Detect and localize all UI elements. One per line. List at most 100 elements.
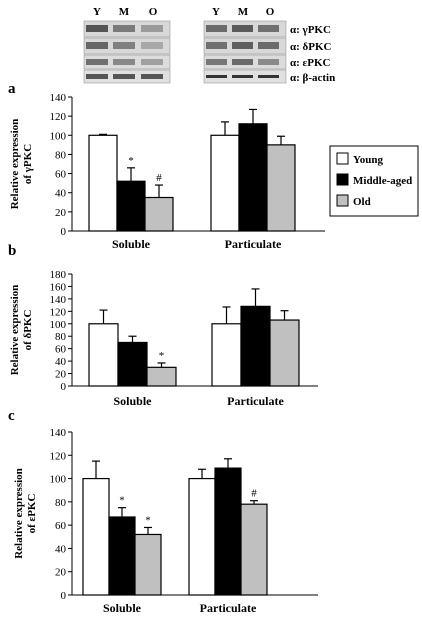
blot-lane-label-m2: M: [238, 6, 249, 18]
chart-panel-c: 0 20 40 60 80 100 120 140 Relative expression of …: [13, 427, 318, 615]
blot-band: [232, 59, 253, 65]
legend-label-old: Old: [353, 196, 371, 208]
blot-band: [113, 59, 135, 65]
y-axis-label: of δPKC: [22, 310, 34, 351]
blot-band: [113, 42, 135, 49]
y-tick-label: 0: [61, 590, 67, 602]
y-tick-label: 80: [55, 331, 67, 343]
blot-band: [86, 59, 108, 65]
blot-lane-label-m: M: [119, 6, 130, 18]
blot-lane-label-o: O: [149, 6, 158, 18]
y-tick-label: 140: [50, 294, 67, 306]
bar-middle-aged-particulate: [238, 123, 268, 232]
legend-label-young: Young: [353, 154, 383, 166]
category-label: Particulate: [200, 601, 257, 615]
blot-band: [86, 74, 108, 79]
bar-old-soluble: [134, 533, 162, 596]
blot-band: [258, 75, 279, 78]
y-tick-label: 60: [55, 169, 67, 181]
bar-young-soluble: [82, 477, 110, 596]
bar-old-particulate: [266, 144, 296, 232]
y-tick-label: 20: [55, 369, 67, 381]
significance-marker: #: [251, 488, 257, 500]
panel-letter-c: c: [8, 408, 15, 424]
blot-band: [113, 25, 135, 32]
blot-lane-label-y2: Y: [212, 6, 220, 18]
y-tick-label: 100: [50, 474, 67, 486]
y-tick-label: 120: [50, 450, 67, 462]
blot-band: [206, 42, 227, 49]
blot-band: [141, 59, 163, 65]
blot-row-label-epsilon: α: εPKC: [290, 57, 331, 69]
bar-middle-aged-soluble: [116, 180, 146, 232]
bar-old-soluble: [146, 366, 177, 387]
blot-band: [258, 42, 279, 49]
y-tick-label: 140: [50, 92, 67, 104]
y-tick-label: 40: [55, 356, 67, 368]
y-tick-label: 60: [55, 520, 67, 532]
significance-marker: *: [119, 495, 125, 507]
y-axis-label: Relative expression: [13, 468, 25, 559]
bar-young-particulate: [210, 134, 240, 232]
blot-lane-label-y: Y: [93, 6, 101, 18]
blot-row-label-gamma: α: γPKC: [290, 24, 331, 36]
bar-young-soluble: [88, 134, 118, 232]
y-tick-label: 20: [55, 567, 67, 579]
blot-row-label-delta: α: δPKC: [290, 41, 332, 53]
bar-young-soluble: [88, 323, 119, 387]
blot-band: [86, 25, 108, 32]
bar-middle-aged-particulate: [240, 305, 271, 387]
category-label: Particulate: [227, 394, 284, 408]
y-tick-label: 40: [55, 188, 67, 200]
y-axis-label: Relative expression: [9, 285, 21, 376]
legend-swatch-young: [336, 152, 349, 165]
y-tick-label: 160: [50, 281, 67, 293]
y-tick-label: 0: [61, 381, 67, 393]
y-tick-label: 180: [50, 269, 67, 281]
category-label: Particulate: [225, 237, 282, 251]
bar-old-particulate: [269, 319, 300, 387]
western-blot-panel: Y M O Y M O: [83, 6, 335, 84]
bar-old-soluble: [144, 196, 174, 232]
y-tick-label: 40: [55, 543, 67, 555]
blot-band: [206, 75, 227, 78]
panel-letter-a: a: [8, 81, 16, 97]
bar-middle-aged-soluble: [117, 341, 148, 387]
y-tick-label: 20: [55, 207, 67, 219]
y-tick-label: 0: [61, 226, 67, 238]
legend-swatch-middle-aged: [336, 173, 349, 186]
y-tick-label: 60: [55, 344, 67, 356]
legend-swatch-old: [336, 194, 349, 207]
significance-marker: *: [128, 155, 134, 167]
bar-young-particulate: [188, 477, 216, 596]
blot-band: [232, 42, 253, 49]
blot-band: [86, 42, 108, 49]
category-label: Soluble: [112, 237, 151, 251]
chart-panel-a: 0 20 40 60 80 100 120 140 Relative expression of …: [9, 92, 325, 251]
y-tick-label: 80: [55, 497, 67, 509]
blot-lane-label-o2: O: [266, 6, 275, 18]
y-axis-label: Relative expression: [9, 119, 21, 210]
bar-middle-aged-soluble: [108, 516, 136, 596]
blot-band: [113, 74, 135, 79]
blot-band: [258, 25, 279, 32]
blot-band: [141, 25, 163, 32]
category-label: Soluble: [113, 394, 152, 408]
y-axis-label: of γPKC: [22, 144, 34, 184]
significance-marker: #: [156, 172, 162, 184]
blot-band: [258, 59, 279, 65]
y-tick-label: 100: [50, 130, 67, 142]
significance-marker: *: [145, 514, 151, 526]
category-label: Soluble: [103, 601, 142, 615]
blot-band: [206, 59, 227, 65]
y-tick-label: 100: [50, 319, 67, 331]
panel-letter-b: b: [8, 243, 16, 259]
y-tick-label: 120: [50, 306, 67, 318]
bar-middle-aged-particulate: [214, 467, 242, 596]
blot-row-label-actin: α: β-actin: [290, 72, 335, 84]
blot-band: [141, 42, 163, 49]
